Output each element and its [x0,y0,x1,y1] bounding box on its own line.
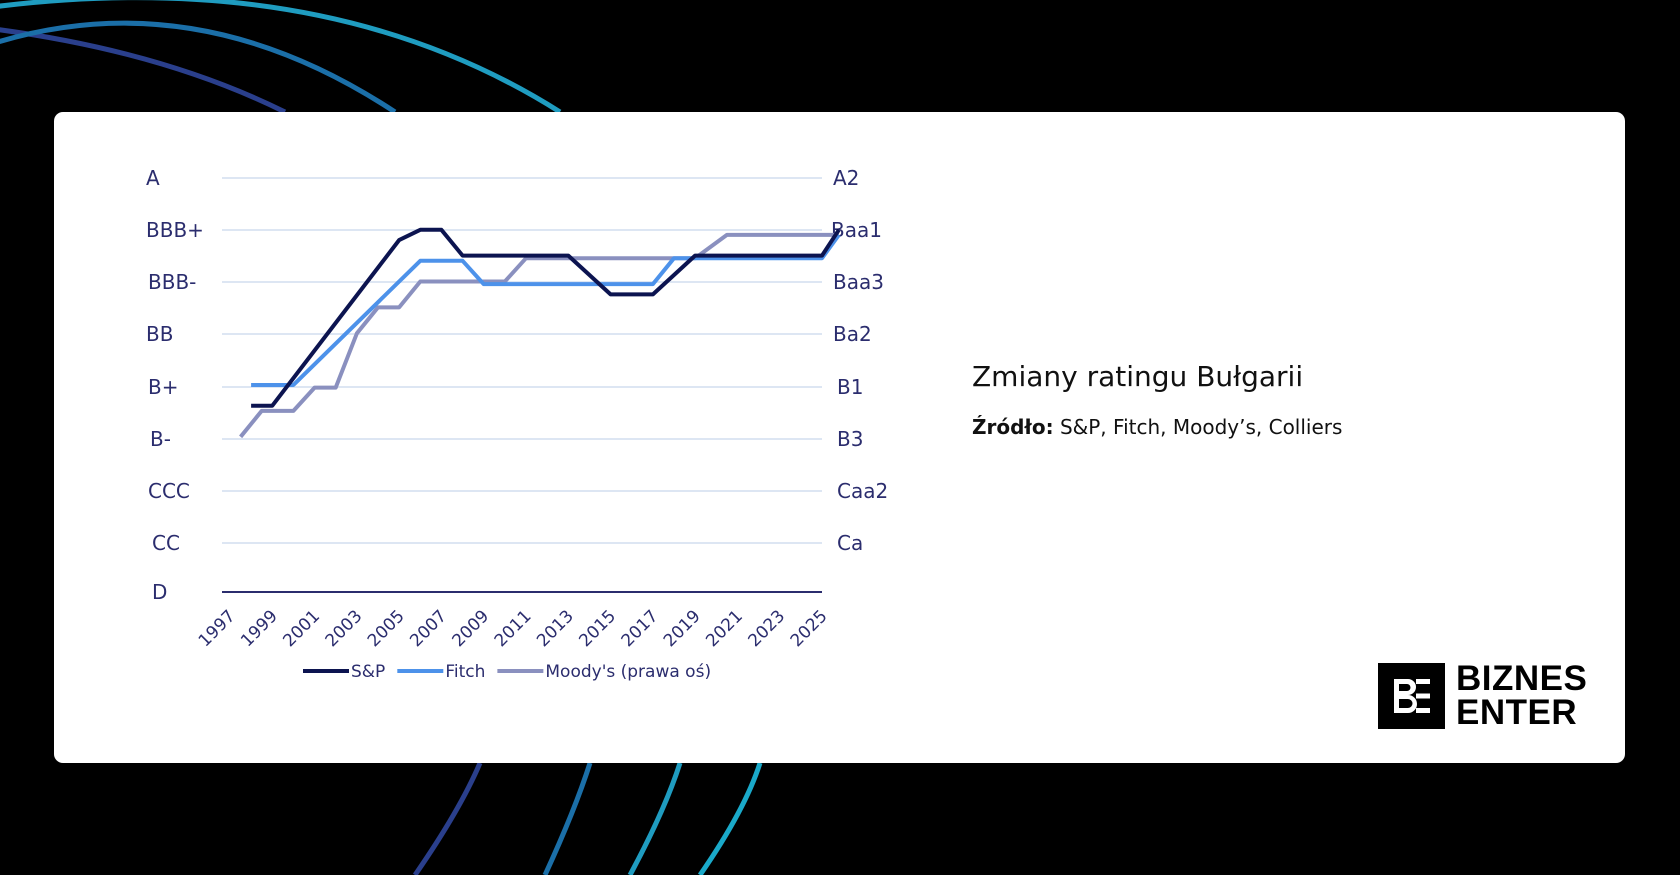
left-axis-tick: CC [152,531,180,555]
left-axis-tick: B- [150,427,171,451]
caption: Zmiany ratingu Bułgarii Źródło: S&P, Fit… [972,360,1532,439]
legend-label: S&P [351,662,385,682]
right-axis-tick: Ba2 [833,322,872,346]
be-monogram-icon [1378,663,1445,729]
logo-line2: ENTER [1456,693,1578,732]
bg-arc-6 [697,762,763,875]
bg-arc-5 [627,762,683,875]
x-axis-tick: 2001 [279,606,324,651]
content-card: A BBB+ BBB- BB B+ B- CCC CC D A2 Baa1 Baa3 Ba2 B1 B3 Ca… [54,112,1625,763]
left-axis-tick: BB [146,322,173,346]
caption-source: Źródło: S&P, Fitch, Moody’s, Colliers [972,415,1532,439]
caption-title: Zmiany ratingu Bułgarii [972,360,1304,393]
bg-arc-1 [0,20,397,115]
left-axis-tick: BBB- [148,270,196,294]
right-axis-tick: A2 [833,166,859,190]
source-label: Źródło: [972,415,1054,439]
right-axis-tick: B3 [837,427,863,451]
logo-line1: BIZNES [1456,659,1588,698]
x-axis-tick: 2007 [406,606,451,651]
x-axis-tick: 1999 [237,606,282,651]
legend-item-fitch: Fitch [397,662,485,682]
x-axis-tick: 2003 [322,606,367,651]
x-axis-tick: 2009 [449,606,494,651]
rating-chart: ABBB+BBB-BBB+B-CCCCCDA2Baa1Baa3Ba2B1B3Ca… [146,166,888,682]
legend-label: Fitch [445,662,485,682]
bg-arc-2 [0,0,562,115]
left-axis-tick: CCC [148,479,190,503]
x-axis-tick: 2005 [364,606,409,651]
series-line-sp [251,227,841,408]
bg-arc-4 [542,762,593,875]
series-line-moodys [239,232,839,439]
legend-label: Moody's (prawa oś) [545,662,711,682]
biznes-enter-logo: BIZNES ENTER [1378,659,1588,732]
right-axis-tick: Baa1 [831,218,882,242]
bg-arc-3 [412,762,483,875]
legend-item-moodys: Moody's (prawa oś) [497,662,711,682]
bg-arc-0 [0,27,287,115]
x-axis-tick: 2019 [660,606,705,651]
left-axis-tick: BBB+ [146,218,204,242]
right-axis-tick: Baa3 [833,270,884,294]
logo-wordmark: BIZNES ENTER [1456,659,1588,732]
series-line-fitch [251,233,841,387]
x-axis-tick: 2013 [533,606,578,651]
left-axis-tick: A [146,166,160,190]
x-axis-tick: 1997 [195,606,240,651]
source-text: S&P, Fitch, Moody’s, Colliers [1059,415,1343,439]
x-axis-tick: 2025 [787,606,832,651]
left-axis-tick: B+ [148,375,178,399]
left-axis-tick: D [152,580,167,604]
x-axis-tick: 2017 [618,606,663,651]
right-axis-tick: Caa2 [837,479,888,503]
right-axis-tick: B1 [837,375,863,399]
legend-item-sp: S&P [303,662,385,682]
right-axis-tick: Ca [837,531,863,555]
x-axis-tick: 2011 [491,606,536,651]
x-axis-tick: 2021 [702,606,747,651]
x-axis-tick: 2023 [745,606,790,651]
x-axis-tick: 2015 [575,606,620,651]
